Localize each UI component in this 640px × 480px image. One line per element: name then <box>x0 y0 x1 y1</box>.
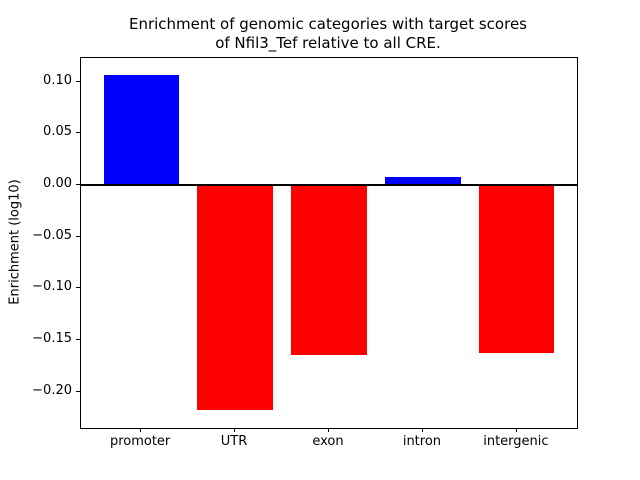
x-tick-mark <box>515 428 517 432</box>
bar-exon <box>291 185 367 355</box>
bar-UTR <box>197 185 273 411</box>
y-tick-label: −0.05 <box>32 227 72 243</box>
bar-promoter <box>103 74 179 186</box>
y-tick-mark <box>76 287 80 289</box>
y-tick-mark <box>76 132 80 134</box>
zero-line <box>81 184 577 187</box>
chart-title: Enrichment of genomic categories with ta… <box>128 15 527 52</box>
y-tick-mark <box>76 339 80 341</box>
bar-intergenic <box>479 185 555 353</box>
y-tick-label: −0.15 <box>32 331 72 347</box>
bar-intron <box>385 176 461 186</box>
y-tick-label: −0.10 <box>32 279 72 295</box>
x-tick-label-promoter: promoter <box>109 434 171 449</box>
x-tick-label-UTR: UTR <box>220 434 248 449</box>
x-tick-mark <box>421 428 423 432</box>
plot-area <box>80 57 578 429</box>
x-tick-mark <box>140 428 142 432</box>
y-tick-label: 0.00 <box>43 176 72 192</box>
y-tick-label: −0.20 <box>32 382 72 398</box>
x-tick-mark <box>234 428 236 432</box>
y-tick-mark <box>76 80 80 82</box>
x-tick-label-intergenic: intergenic <box>483 434 549 449</box>
x-tick-label-intron: intron <box>402 434 442 449</box>
y-tick-label: 0.05 <box>43 124 72 140</box>
y-tick-mark <box>76 390 80 392</box>
y-tick-mark <box>76 235 80 237</box>
x-tick-label-exon: exon <box>312 434 344 449</box>
y-tick-mark <box>76 184 80 186</box>
y-tick-label: 0.10 <box>43 72 72 88</box>
x-tick-mark <box>328 428 329 432</box>
